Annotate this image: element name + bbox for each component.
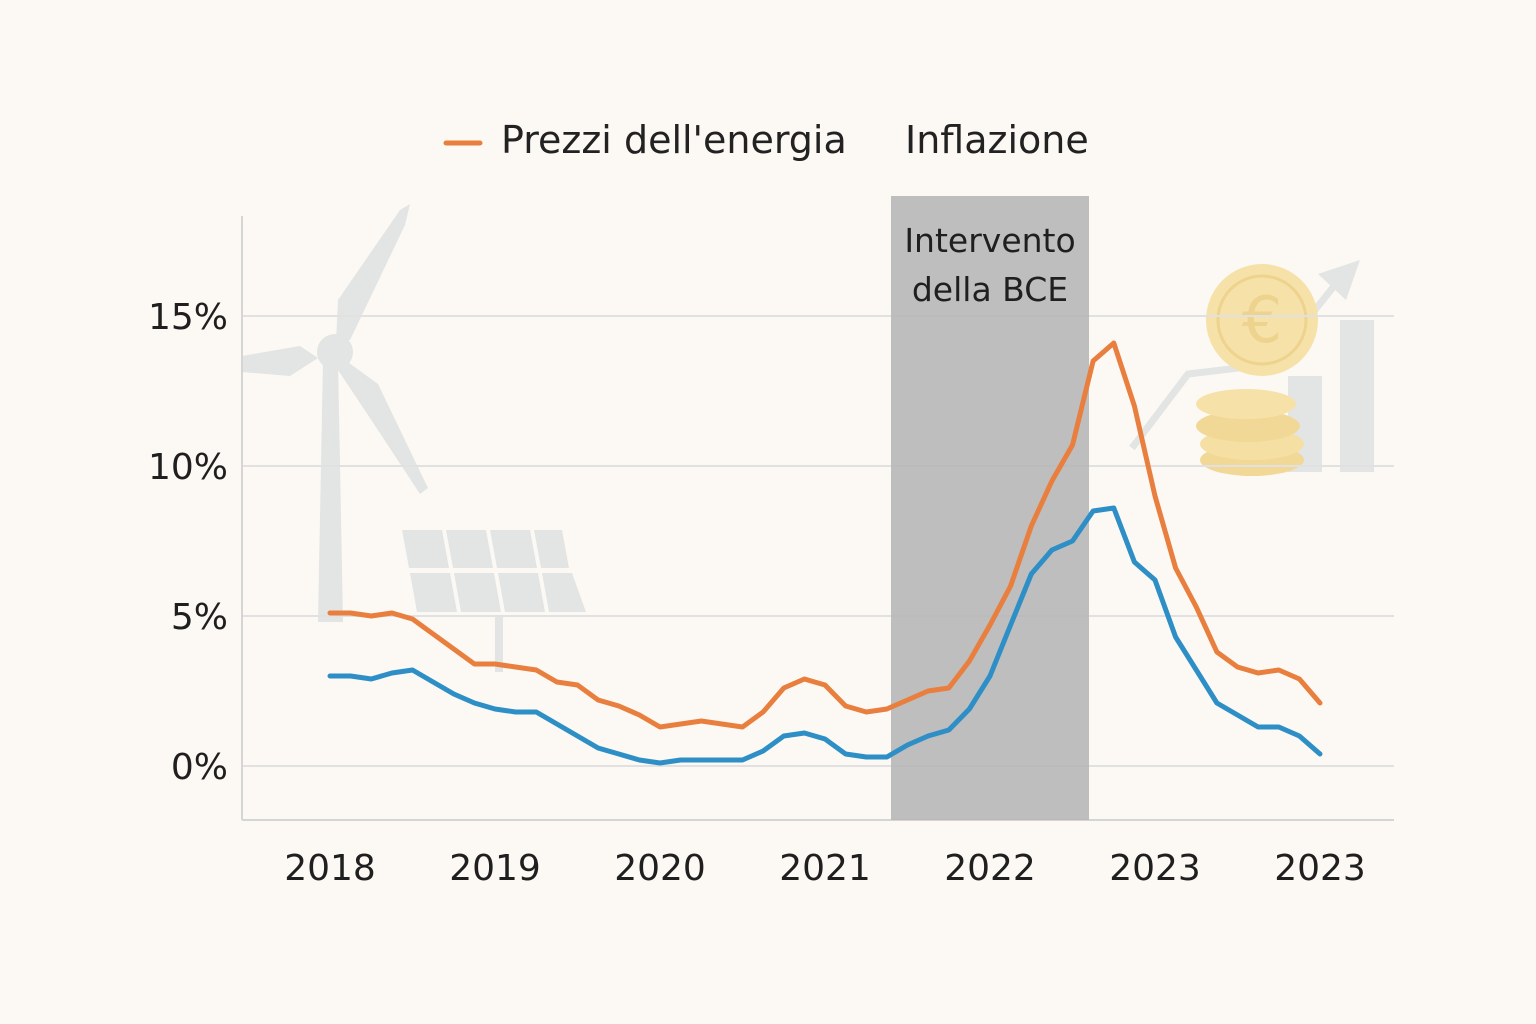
x-tick-label: 2023 xyxy=(1274,848,1366,889)
solar-panel-icon xyxy=(402,530,586,672)
x-tick-label: 2022 xyxy=(944,848,1036,889)
euro-symbol-icon: € xyxy=(1242,284,1283,358)
annotation-region xyxy=(891,196,1089,820)
x-tick-label: 2023 xyxy=(1109,848,1201,889)
series-line-inflation xyxy=(327,505,1323,766)
x-tick-label: 2020 xyxy=(614,848,706,889)
x-tick-label: 2018 xyxy=(284,848,376,889)
euro-coin-icon xyxy=(1196,264,1318,476)
y-tick-label: 5% xyxy=(171,597,228,638)
series-line-energy-prices xyxy=(327,340,1323,730)
x-tick-label: 2019 xyxy=(449,848,541,889)
legend-label-energy-prices: Prezzi dell'energia xyxy=(501,118,847,162)
y-tick-label: 10% xyxy=(148,447,228,488)
gridlines xyxy=(242,315,1394,767)
annotation-label-line-1: Intervento xyxy=(904,221,1075,260)
legend-label-inflation: Inflazione xyxy=(905,118,1089,162)
wind-turbine-icon xyxy=(242,204,428,622)
y-tick-label: 15% xyxy=(148,297,228,338)
y-tick-label: 0% xyxy=(171,747,228,788)
x-tick-label: 2021 xyxy=(779,848,871,889)
annotation-label-line-2: della BCE xyxy=(912,270,1068,309)
